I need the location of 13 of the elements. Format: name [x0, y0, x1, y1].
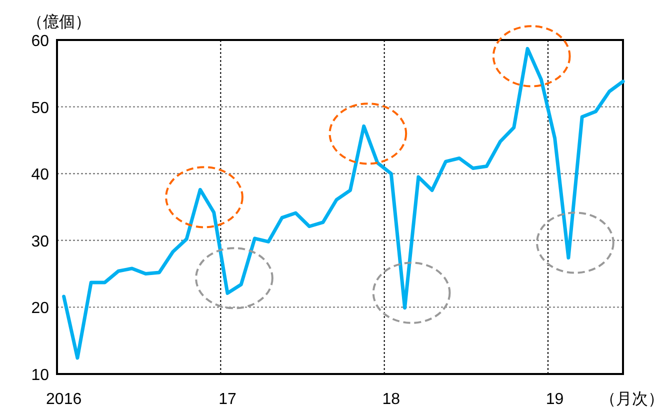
y-axis-title: （億個）: [27, 13, 91, 31]
y-tick-label: 40: [31, 166, 50, 184]
x-axis-title: （月次）: [600, 391, 664, 408]
y-tick-label: 20: [31, 300, 50, 318]
y-tick-label: 10: [31, 367, 50, 384]
x-tick-label: 2016: [46, 391, 82, 408]
x-tick-label: 18: [382, 391, 400, 408]
y-tick-label: 60: [31, 33, 50, 50]
line-series: [62, 46, 625, 360]
y-tick-label: 50: [31, 100, 50, 117]
x-tick-label: 17: [218, 391, 236, 408]
y-tick-label: 30: [31, 233, 50, 250]
x-tick-label: 19: [546, 391, 564, 408]
